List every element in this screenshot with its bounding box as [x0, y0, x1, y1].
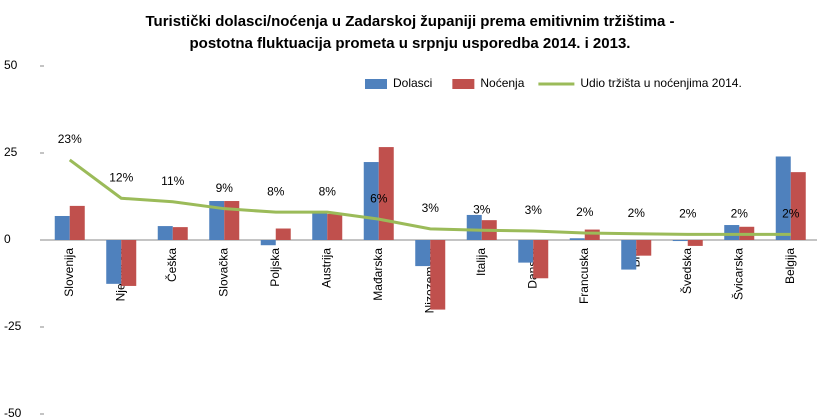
x-tick-label: Češka [164, 248, 179, 282]
bar [687, 240, 703, 246]
bar [775, 156, 791, 240]
x-tick-label: Slovenija [62, 248, 76, 297]
data-label: 12% [109, 170, 133, 184]
bar [157, 226, 173, 240]
bar [672, 240, 688, 242]
legend-label: Dolasci [393, 76, 432, 90]
bar [415, 240, 431, 267]
legend-label: Udio tržišta u noćenjima 2014. [580, 76, 741, 90]
x-tick-label: Belgija [783, 248, 797, 284]
x-tick-label: Mađarska [371, 248, 385, 301]
bar [790, 172, 806, 240]
data-label: 3% [525, 203, 543, 217]
y-tick-label: 25 [4, 145, 18, 159]
y-tick-label: 50 [4, 58, 18, 72]
data-label: 11% [161, 174, 184, 188]
data-label: 23% [58, 132, 82, 146]
bar [224, 201, 240, 240]
y-tick-label: 0 [4, 232, 11, 246]
legend-swatch [365, 79, 387, 89]
bar [569, 238, 585, 240]
x-tick-label: Austrija [319, 248, 333, 288]
data-label: 8% [319, 184, 337, 198]
bar [312, 211, 328, 240]
bar [430, 240, 446, 310]
x-tick-label: Švedska [679, 248, 694, 294]
bar [106, 240, 122, 284]
x-tick-label: Poljska [268, 248, 282, 287]
chart-subtitle: postotna fluktuacija prometa u srpnju us… [190, 35, 631, 52]
x-tick-label: Švicarska [730, 248, 745, 300]
bar [260, 240, 276, 246]
bar [121, 240, 137, 286]
legend-swatch [452, 79, 475, 89]
data-label: 2% [679, 207, 697, 221]
y-tick-label: -25 [4, 319, 22, 333]
data-label: 2% [782, 207, 800, 221]
legend-label: Noćenja [480, 76, 524, 90]
bar [724, 225, 740, 240]
data-label: 2% [731, 207, 749, 221]
bar [466, 214, 482, 240]
bar [327, 213, 343, 240]
data-label: 9% [216, 181, 234, 195]
bar [621, 240, 637, 270]
x-tick-label: Francuska [577, 248, 591, 304]
bar [209, 201, 225, 240]
x-tick-label: Italija [474, 248, 488, 276]
data-label: 2% [576, 205, 594, 219]
y-tick-label: -50 [4, 406, 22, 419]
bar [275, 228, 291, 240]
data-label: 8% [267, 184, 285, 198]
bar [584, 229, 600, 240]
bar [54, 215, 70, 240]
bar [518, 240, 534, 263]
bar [363, 162, 379, 240]
data-label: 3% [422, 201, 440, 215]
data-label: 6% [370, 191, 388, 205]
bar [636, 240, 652, 256]
bar [69, 205, 85, 240]
x-tick-label: Slovačka [216, 248, 230, 297]
line [68, 158, 791, 236]
chart-title: Turistički dolasci/noćenja u Zadarskoj ž… [145, 13, 674, 30]
bar [378, 147, 394, 240]
data-label: 2% [628, 206, 646, 220]
bar [172, 227, 188, 240]
data-label: 3% [473, 202, 491, 216]
bar [533, 240, 549, 279]
